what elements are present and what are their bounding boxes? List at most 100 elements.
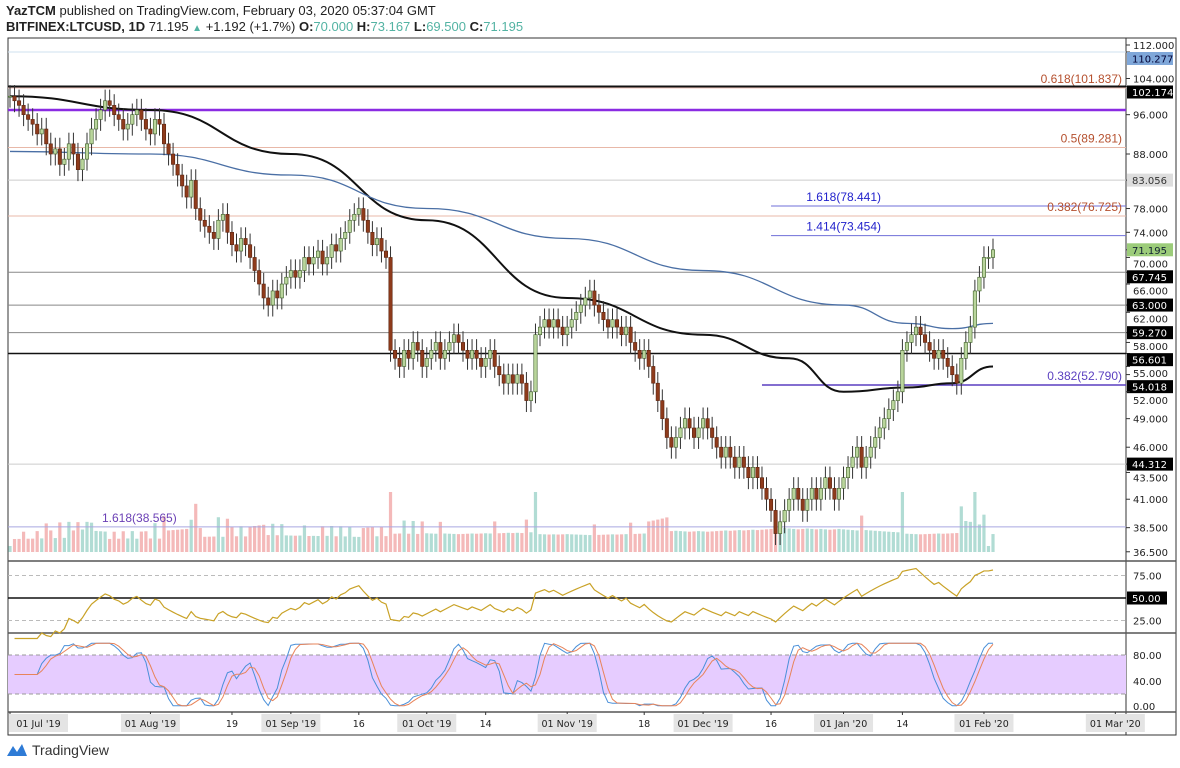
price-change: +1.192 (+1.7%) <box>205 19 296 34</box>
volume-bar <box>31 538 35 552</box>
candle <box>492 350 497 367</box>
candle <box>207 225 212 233</box>
candle <box>130 114 135 125</box>
candle <box>945 358 950 367</box>
candle <box>30 119 35 125</box>
volume-bar <box>334 536 338 552</box>
volume-bar <box>964 521 968 552</box>
volume-bar <box>674 530 678 552</box>
volume-bar <box>746 530 750 552</box>
close-value: 71.195 <box>483 19 524 34</box>
candle <box>189 180 194 198</box>
volume-bar <box>687 531 692 552</box>
candle <box>669 437 674 448</box>
volume-bar <box>212 536 216 552</box>
volume-bar <box>610 534 615 552</box>
candle <box>370 232 375 246</box>
volume-bar <box>755 530 760 552</box>
candle <box>193 180 198 209</box>
candle <box>846 467 851 478</box>
price-pane: 0.618(101.837) 0.5(89.281) 1.618(78.441) 0.… <box>8 51 1126 552</box>
volume-bar <box>588 535 592 552</box>
candle <box>116 114 121 120</box>
candle <box>655 382 660 401</box>
candle <box>954 374 959 384</box>
volume-bar <box>873 530 877 552</box>
volume-bar <box>298 535 302 552</box>
price-axis-label: 44.312 <box>1132 460 1167 471</box>
volume-bar <box>724 530 728 552</box>
volume-bar <box>633 533 637 552</box>
candle <box>356 208 361 215</box>
candle <box>882 418 887 429</box>
volume-bar <box>706 531 710 552</box>
candle <box>836 488 841 500</box>
candle <box>75 153 80 170</box>
volume-bar <box>280 524 284 552</box>
candle <box>782 510 787 523</box>
low-label: L: <box>413 19 427 34</box>
volume-bar <box>203 536 207 552</box>
candle <box>601 311 606 320</box>
time-tick-label: 01 Aug '19 <box>125 719 176 730</box>
candle <box>959 358 964 384</box>
candle <box>556 319 561 328</box>
volume-bar <box>352 536 356 552</box>
candle <box>406 350 411 359</box>
volume-bar <box>194 503 198 552</box>
volume-bar <box>429 533 433 552</box>
volume-bar <box>923 534 927 552</box>
volume-bar <box>484 533 488 552</box>
tradingview-logo[interactable]: TradingView <box>6 742 109 758</box>
candle <box>719 446 724 458</box>
volume-bar <box>832 529 837 552</box>
volume-bar <box>434 533 438 552</box>
volume-bar <box>823 529 827 552</box>
candle <box>139 109 144 120</box>
volume-bar <box>927 533 932 552</box>
volume-bar <box>85 521 89 552</box>
volume-bar <box>950 533 954 552</box>
time-tick-label: 01 Jul '19 <box>16 719 60 730</box>
candle <box>941 350 946 359</box>
symbol[interactable]: BITFINEX:LTCUSD, 1D <box>6 19 146 34</box>
volume-bar <box>597 534 601 552</box>
volume-bar <box>171 530 175 552</box>
rsi-line <box>14 567 994 640</box>
price-tick-label: 43.500 <box>1133 474 1168 485</box>
volume-bar <box>12 539 17 552</box>
volume-bar <box>293 535 297 552</box>
volume-bar <box>891 532 895 552</box>
candle <box>805 498 810 511</box>
volume-bar <box>760 529 764 552</box>
candle <box>886 409 891 419</box>
volume-bar <box>977 524 982 552</box>
candle <box>701 418 706 429</box>
candle <box>506 374 511 384</box>
price-label-bg <box>1127 326 1173 340</box>
time-tick-label: 19 <box>226 719 238 730</box>
volume-bar <box>40 538 44 552</box>
candle <box>972 290 977 328</box>
candle <box>850 456 855 468</box>
candle <box>148 128 153 135</box>
volume-bar <box>533 492 538 552</box>
volume-bar <box>76 522 80 552</box>
volume-bar <box>148 538 153 552</box>
volume-bar <box>751 529 755 552</box>
price-tick-label: 88.000 <box>1133 150 1168 161</box>
candle <box>791 488 796 500</box>
author[interactable]: YazTCM <box>6 3 56 18</box>
volume-bar <box>198 528 202 552</box>
candle <box>180 174 185 187</box>
candle <box>678 427 683 438</box>
volume-bar <box>841 529 846 552</box>
stoch-tick-label: 0.00 <box>1133 702 1155 713</box>
volume-bar <box>869 530 873 552</box>
volume-bar <box>733 530 737 552</box>
volume-bar <box>986 546 991 552</box>
candle <box>746 467 751 478</box>
candle <box>538 326 543 336</box>
volume-bar <box>968 521 972 552</box>
